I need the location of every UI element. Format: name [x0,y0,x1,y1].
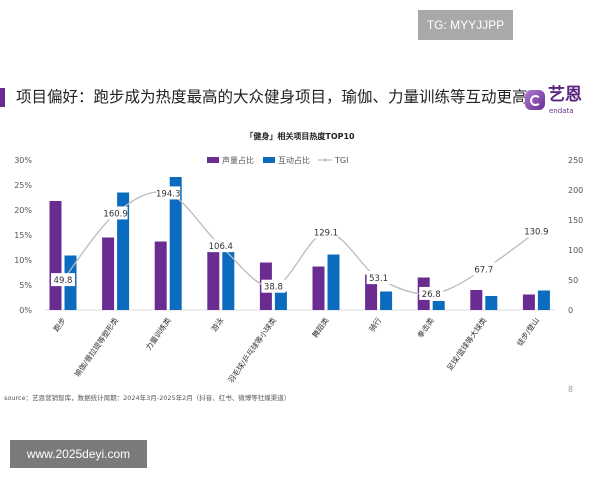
endata-logo: 艺恩 endata [525,86,595,116]
source-note: source：艺恩营销智库，数据统计周期：2024年3月-2025年2月（抖音、… [4,394,291,402]
tgi-label-bg [208,239,233,253]
x-axis-tick-label: 跑步 [52,316,68,334]
bar-volume [312,266,325,310]
left-axis-tick-label: 25% [14,181,32,190]
tgi-label-bg [314,225,338,239]
tgi-data-label: 26.8 [422,290,441,300]
bar-volume [470,290,483,310]
bar-interaction [327,254,340,310]
right-axis-tick-label: 100 [568,246,583,255]
tgi-data-label: 160.9 [103,209,127,219]
bar-interaction [537,290,550,310]
chart-title: 「健身」相关项目热度TOP10 [245,131,355,141]
x-axis-tick-label: 羽毛球/乒乓球等小球类 [225,315,278,385]
left-axis-tick-label: 0% [19,306,32,315]
bar-interaction [485,296,498,310]
x-axis-tick-label: 力量训练类 [143,315,173,352]
x-axis-tick-label: 拳击类 [415,315,436,340]
tgi-data-label: 106.4 [209,242,233,252]
right-axis-tick-label: 150 [568,216,583,225]
x-axis-tick-label: 足球/篮球等大球类 [444,315,488,372]
right-axis-tick-label: 50 [568,276,578,285]
bar-volume [49,201,62,310]
bar-volume [102,237,115,310]
title-accent-bar [0,88,5,107]
legend-swatch-interaction [263,157,275,163]
watermark-top: TG: MYYJJPP [418,10,513,40]
logo-icon [525,90,545,110]
bar-volume [154,241,167,310]
tgi-label-bg [261,279,286,293]
legend: 声量占比 互动占比 TGI [207,155,348,165]
right-axis-tick-label: 250 [568,156,583,165]
tgi-data-label: 49.8 [54,276,73,286]
watermark-bottom: www.2025deyi.com [10,440,147,468]
logo-text: 艺恩 [548,85,582,105]
tgi-data-label: 130.9 [524,227,548,237]
legend-marker-tgi [323,158,327,162]
x-axis-tick-label: 瑜伽/普拉提等塑形类 [72,315,121,379]
bar-volume [522,294,535,310]
right-axis-tick-label: 200 [568,186,583,195]
tgi-data-label: 53.1 [369,274,388,284]
tgi-line [62,191,537,295]
logo-subtext: endata [549,107,574,115]
left-axis-tick-label: 15% [14,231,32,240]
bar-interaction [169,177,182,310]
tgi-label-bg [366,271,391,285]
bar-interaction [274,291,287,310]
bar-interaction [222,252,235,310]
legend-swatch-volume [207,157,219,163]
left-axis-tick-label: 20% [14,206,32,215]
legend-label-tgi: TGI [334,156,348,165]
tgi-label-bg [51,273,75,287]
x-axis-tick-label: 舞蹈类 [310,315,331,340]
tgi-label-bg [524,224,549,238]
tgi-data-label: 129.1 [314,229,338,239]
x-axis-tick-label: 徒步/登山 [514,315,541,347]
legend-label-volume: 声量占比 [222,155,254,165]
left-axis-tick-label: 5% [19,281,32,290]
right-axis-tick-label: 0 [568,306,573,315]
bar-volume [207,252,220,310]
tgi-data-label: 194.3 [156,189,180,199]
x-axis-tick-label: 游泳 [209,315,226,333]
tgi-label-bg [419,286,444,300]
chart: 「健身」相关项目热度TOP10 声量占比 互动占比 TGI 0% 5% 10% 15%… [14,131,583,385]
tgi-label-bg [103,206,128,220]
tgi-data-label: 67.7 [474,265,493,275]
page-title: 项目偏好：跑步成为热度最高的大众健身项目，瑜伽、力量训练等互动更高 [16,88,528,106]
left-axis-tick-label: 10% [14,256,32,265]
bar-interaction [117,192,130,310]
bar-interaction [432,301,445,310]
page-number: 8 [568,385,574,394]
legend-label-interaction: 互动占比 [278,155,310,165]
tgi-label-bg [471,262,496,276]
tgi-label-bg [156,186,181,200]
tgi-data-label: 38.8 [264,283,283,293]
left-axis-tick-label: 30% [14,156,32,165]
x-axis-tick-label: 骑行 [366,315,383,333]
bar-interaction [380,291,393,310]
